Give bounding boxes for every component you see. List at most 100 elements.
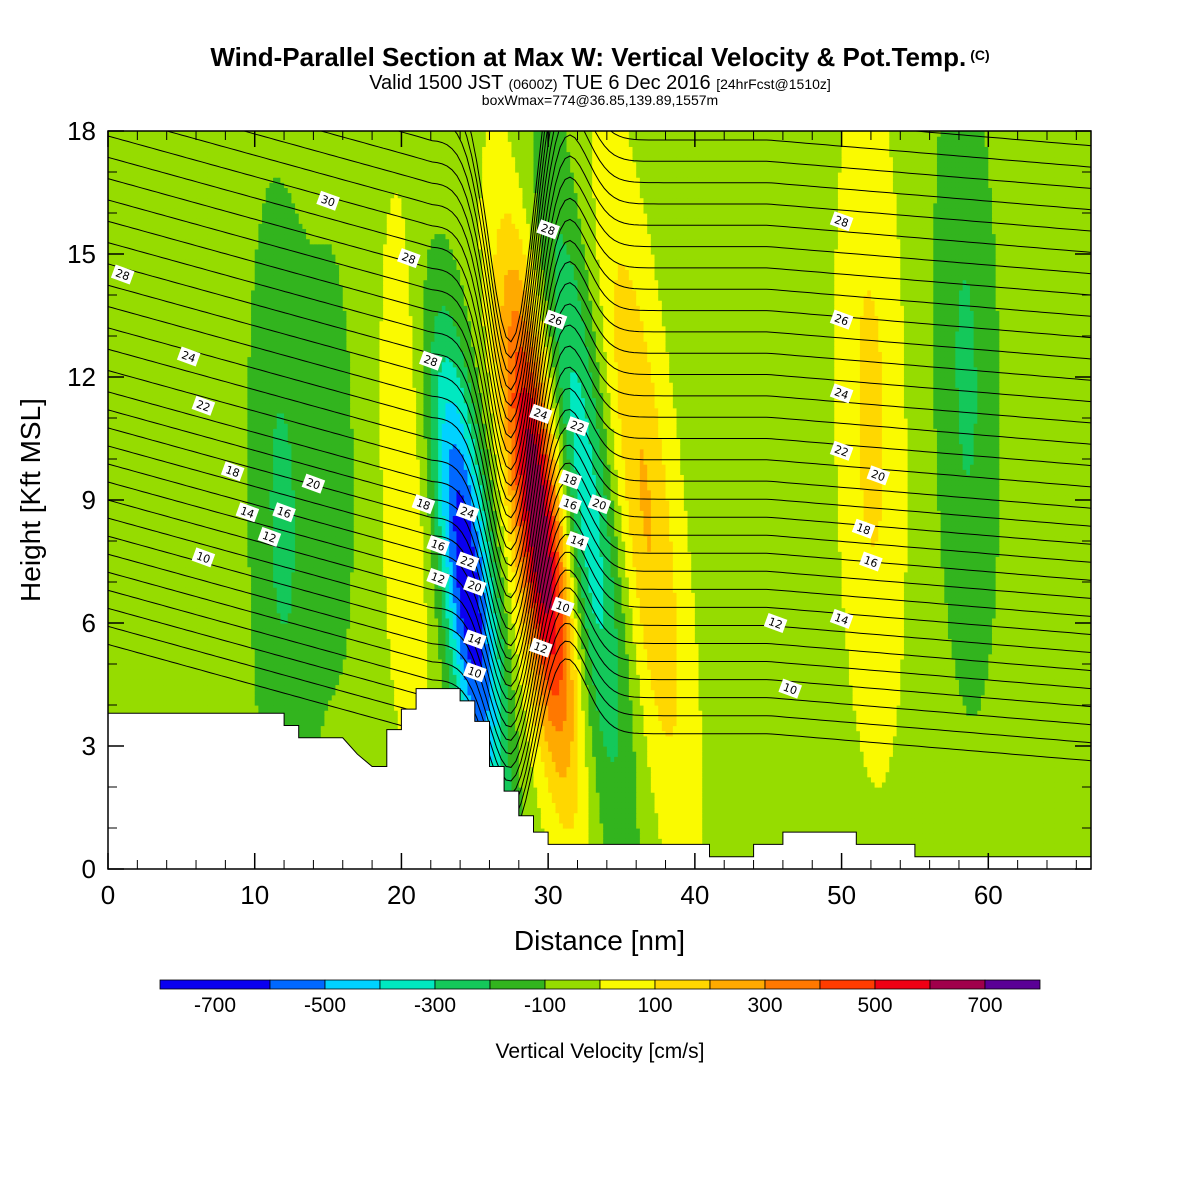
velocity-cell [882,838,886,844]
velocity-cell [1032,792,1036,798]
velocity-cell [1007,802,1011,808]
velocity-cell [882,813,886,819]
velocity-cell [1065,849,1069,855]
velocity-cell [955,787,959,793]
velocity-cell [673,802,677,808]
velocity-cell [941,818,945,824]
velocity-cell [618,792,622,798]
velocity-cell [853,818,857,824]
velocity-cell [574,828,578,834]
velocity-cell [820,782,824,788]
velocity-cell [636,823,640,829]
velocity-cell [1043,818,1047,824]
velocity-cell [915,823,919,829]
velocity-cell [666,808,670,814]
velocity-cell [823,782,827,788]
velocity-cell [776,797,780,803]
velocity-cell [566,802,570,808]
velocity-cell [1029,818,1033,824]
velocity-cell [1065,808,1069,814]
velocity-cell [988,818,992,824]
velocity-cell [581,828,585,834]
velocity-cell [996,777,1000,783]
velocity-cell [974,813,978,819]
velocity-cell [717,782,721,788]
velocity-cell [658,797,662,803]
velocity-cell [959,813,963,819]
velocity-cell [1029,777,1033,783]
velocity-cell [992,802,996,808]
velocity-cell [842,787,846,793]
velocity-cell [926,833,930,839]
velocity-cell [508,782,512,788]
velocity-cell [570,813,574,819]
velocity-cell [746,787,750,793]
velocity-cell [1062,782,1066,788]
velocity-cell [706,823,710,829]
velocity-cell [603,823,607,829]
velocity-cell [721,833,725,839]
velocity-cell [1032,797,1036,803]
velocity-cell [1010,823,1014,829]
velocity-cell [871,823,875,829]
velocity-cell [992,843,996,849]
velocity-cell [963,849,967,855]
velocity-cell [977,813,981,819]
velocity-cell [1032,849,1036,855]
velocity-cell [666,838,670,844]
velocity-cell [878,818,882,824]
velocity-cell [816,787,820,793]
velocity-cell [651,833,655,839]
velocity-cell [713,843,717,849]
velocity-cell [633,802,637,808]
velocity-cell [1021,797,1025,803]
velocity-cell [794,792,798,798]
velocity-cell [640,797,644,803]
velocity-cell [761,797,765,803]
velocity-cell [922,838,926,844]
velocity-cell [735,808,739,814]
velocity-cell [647,792,651,798]
velocity-cell [875,828,879,834]
velocity-cell [710,843,714,849]
velocity-cell [699,838,703,844]
velocity-cell [838,808,842,814]
velocity-cell [589,818,593,824]
velocity-cell [721,782,725,788]
velocity-cell [1032,813,1036,819]
velocity-cell [555,823,559,829]
velocity-cell [970,813,974,819]
velocity-cell [677,823,681,829]
velocity-cell [798,808,802,814]
velocity-cell [633,777,637,783]
velocity-cell [757,828,761,834]
velocity-cell [1058,808,1062,814]
velocity-cell [603,818,607,824]
velocity-cell [607,813,611,819]
velocity-cell [614,797,618,803]
velocity-cell [651,782,655,788]
velocity-cell [684,782,688,788]
velocity-cell [1010,828,1014,834]
velocity-cell [1010,833,1014,839]
velocity-cell [1007,777,1011,783]
velocity-cell [691,777,695,783]
velocity-cell [614,813,618,819]
velocity-cell [790,787,794,793]
velocity-cell [629,813,633,819]
velocity-cell [1069,843,1073,849]
velocity-cell [655,808,659,814]
velocity-cell [526,808,530,814]
velocity-cell [922,849,926,855]
velocity-cell [600,772,604,778]
velocity-cell [871,797,875,803]
velocity-cell [1025,813,1029,819]
velocity-cell [1040,833,1044,839]
velocity-cell [633,808,637,814]
velocity-cell [603,792,607,798]
velocity-cell [871,802,875,808]
velocity-cell [875,823,879,829]
velocity-cell [908,787,912,793]
velocity-cell [555,802,559,808]
velocity-cell [1047,818,1051,824]
